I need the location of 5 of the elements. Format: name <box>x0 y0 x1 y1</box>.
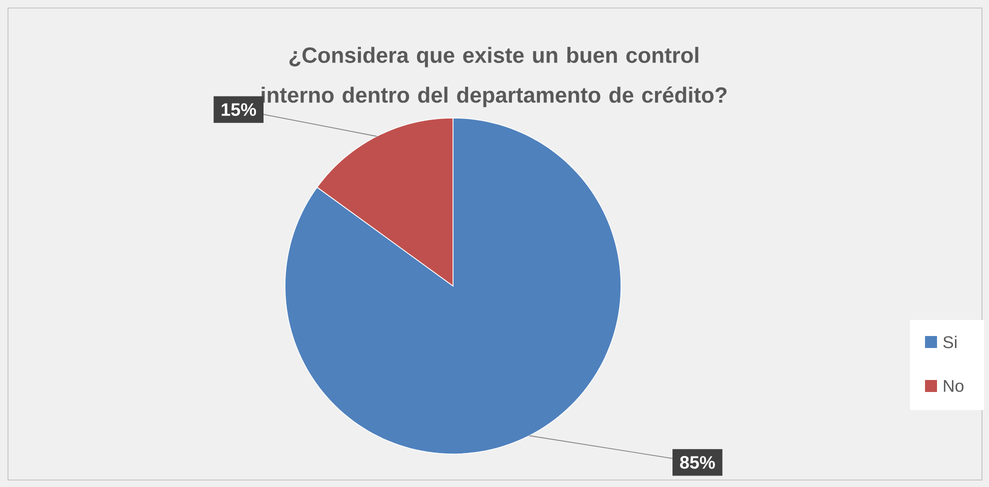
chart-title: ¿Considera que existe un buen control interno dentro del departamento de crédito? <box>262 46 727 108</box>
data-label: 15% <box>222 103 256 116</box>
legend-label: Si <box>943 336 956 348</box>
data-label: 85% <box>680 456 715 469</box>
legend-label: No <box>944 380 964 392</box>
